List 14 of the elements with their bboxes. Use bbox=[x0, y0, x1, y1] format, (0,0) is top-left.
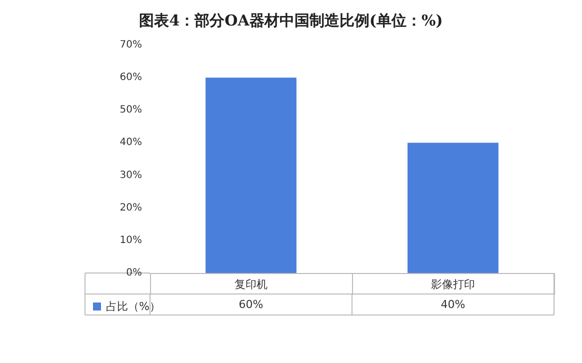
data-label: 40% bbox=[440, 298, 466, 311]
y-tick-label: 30% bbox=[120, 170, 142, 181]
y-tick-label: 70% bbox=[120, 40, 142, 50]
y-tick-label: 60% bbox=[120, 72, 142, 84]
y-tick-label: 50% bbox=[120, 104, 142, 116]
chart-title: 图表4：部分OA器材中国制造比例(单位：%) bbox=[139, 12, 443, 30]
x-tick-label: 影像打印 bbox=[431, 278, 475, 291]
y-tick-label: 0% bbox=[126, 268, 142, 278]
x-tick-label: 复印机 bbox=[234, 278, 268, 291]
data-label: 60% bbox=[238, 298, 264, 311]
y-tick-label: 20% bbox=[120, 202, 142, 214]
y-tick-label: 40% bbox=[120, 137, 142, 148]
legend-label: 占比（%） bbox=[106, 300, 160, 313]
y-tick-label: 10% bbox=[120, 234, 142, 246]
